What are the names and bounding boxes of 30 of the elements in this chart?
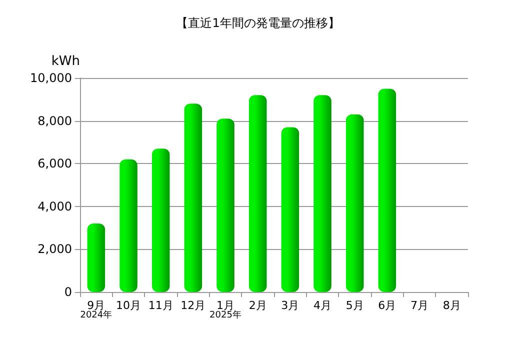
- y-tick-label: 2,000: [38, 242, 72, 256]
- x-tick-label: 8月: [442, 299, 461, 312]
- x-tick-label: 10月: [116, 299, 141, 312]
- chart-title: 【直近1年間の発電量の推移】: [176, 16, 340, 30]
- y-tick-label: 8,000: [38, 114, 72, 128]
- x-tick-label: 7月: [410, 299, 428, 312]
- bar: [346, 114, 364, 292]
- y-axis-title: kWh: [51, 54, 80, 69]
- bar: [281, 127, 300, 292]
- x-tick-label: 11月: [148, 299, 174, 312]
- bar: [184, 104, 202, 292]
- x-tick-label: 9月 2024年: [80, 299, 112, 320]
- x-tick-label: 1月 2025年: [210, 299, 242, 320]
- bar: [378, 88, 396, 292]
- bar: [314, 95, 332, 292]
- x-tick-label: 6月: [378, 299, 396, 312]
- x-tick-label: 5月: [346, 299, 364, 312]
- x-tick-label: 2月: [248, 299, 267, 312]
- y-tick-label: 0: [64, 285, 72, 299]
- y-tick-label: 10,000: [30, 71, 72, 85]
- bar: [87, 224, 106, 292]
- bar: [216, 118, 234, 292]
- x-tick-label: 12月: [180, 299, 206, 312]
- bar: [120, 159, 138, 292]
- y-tick-label: 4,000: [38, 199, 72, 214]
- bar: [152, 148, 170, 292]
- bar: [248, 95, 267, 292]
- x-tick-label: 3月: [281, 299, 300, 312]
- x-tick-label: 4月: [314, 299, 332, 312]
- y-tick-label: 6,000: [38, 156, 72, 171]
